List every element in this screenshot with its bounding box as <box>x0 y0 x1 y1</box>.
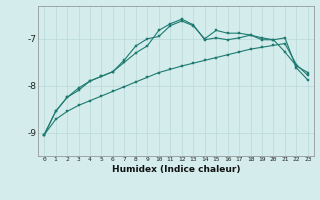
X-axis label: Humidex (Indice chaleur): Humidex (Indice chaleur) <box>112 165 240 174</box>
